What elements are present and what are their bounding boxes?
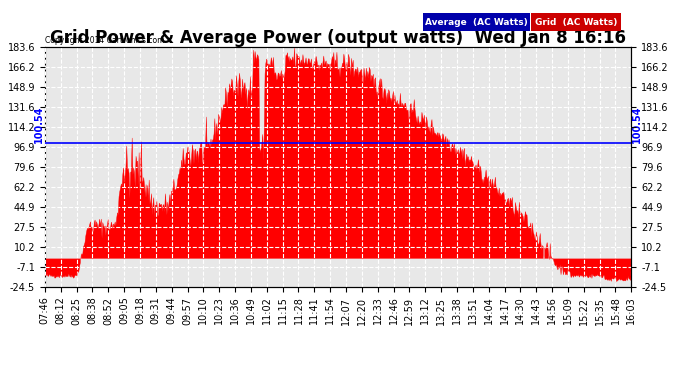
Text: Grid  (AC Watts): Grid (AC Watts) <box>535 18 618 27</box>
Text: 100.54: 100.54 <box>34 105 44 142</box>
Text: Average  (AC Watts): Average (AC Watts) <box>425 18 528 27</box>
Text: Copyright 2014 Cartronics.com: Copyright 2014 Cartronics.com <box>45 36 164 45</box>
Title: Grid Power & Average Power (output watts)  Wed Jan 8 16:16: Grid Power & Average Power (output watts… <box>50 29 626 47</box>
Text: 100.54: 100.54 <box>632 105 642 142</box>
